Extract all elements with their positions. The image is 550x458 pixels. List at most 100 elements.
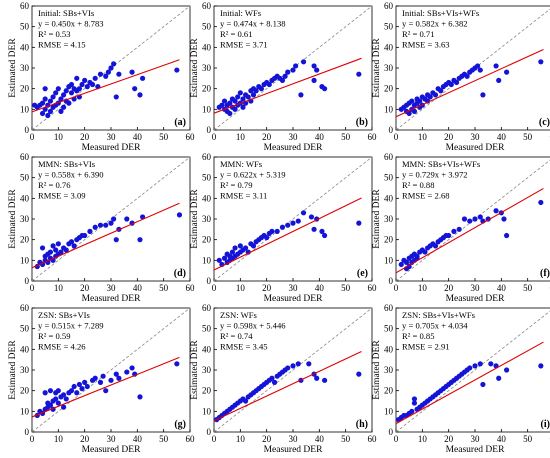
data-point bbox=[464, 73, 470, 79]
y-tick-label: 10 bbox=[20, 255, 30, 265]
panel-title: Initial: WFs bbox=[220, 8, 262, 18]
x-tick-label: 20 bbox=[444, 283, 454, 293]
data-point bbox=[290, 220, 296, 226]
y-tick-label: 40 bbox=[384, 193, 394, 203]
regression-line bbox=[213, 351, 362, 422]
data-point bbox=[50, 243, 56, 249]
y-tick-label: 10 bbox=[202, 255, 212, 265]
y-tick-label: 0 bbox=[389, 276, 394, 286]
x-tick-label: 20 bbox=[444, 132, 454, 142]
one-to-one-line bbox=[395, 310, 550, 433]
data-point bbox=[79, 81, 85, 88]
panel-tag: (e) bbox=[357, 268, 368, 279]
data-point bbox=[285, 69, 291, 75]
data-point bbox=[411, 108, 418, 114]
y-tick-label: 60 bbox=[384, 1, 394, 11]
data-point bbox=[55, 400, 61, 406]
rmse-label: RMSE = 3.09 bbox=[38, 191, 86, 201]
y-tick-label: 0 bbox=[389, 427, 394, 437]
x-axis-title: Measured DER bbox=[446, 445, 505, 455]
data-point bbox=[111, 61, 117, 67]
x-tick-label: 20 bbox=[262, 132, 272, 142]
y-tick-label: 0 bbox=[25, 125, 30, 135]
one-to-one-line bbox=[213, 156, 373, 282]
data-point bbox=[250, 243, 257, 249]
data-point bbox=[68, 90, 75, 96]
data-point bbox=[71, 383, 77, 390]
data-point bbox=[63, 396, 69, 402]
regression-line bbox=[395, 48, 544, 118]
x-tick-label: 10 bbox=[54, 434, 64, 444]
x-tick-label: 10 bbox=[54, 132, 64, 142]
rmse-label: RMSE = 3.71 bbox=[220, 40, 268, 50]
x-tick-label: 50 bbox=[523, 132, 533, 142]
data-point bbox=[293, 63, 299, 69]
data-point bbox=[403, 259, 410, 265]
data-point bbox=[42, 96, 48, 102]
panel-tag: (g) bbox=[174, 419, 186, 430]
data-point bbox=[472, 363, 478, 369]
data-point bbox=[477, 214, 483, 220]
panel-a: 0 10 20 30 40 50 60 0 10 20 30 40 50 60 Measured DER Es… bbox=[8, 1, 195, 153]
y-tick-label: 30 bbox=[384, 365, 394, 375]
x-tick-label: 60 bbox=[186, 132, 196, 142]
y-tick-label: 0 bbox=[25, 276, 30, 286]
data-point bbox=[58, 108, 64, 114]
equation-label: y = 0.622x + 5.319 bbox=[220, 170, 286, 180]
r2-label: R² = 0.76 bbox=[38, 180, 71, 190]
data-point bbox=[438, 88, 444, 94]
x-tick-label: 50 bbox=[159, 434, 169, 444]
data-point bbox=[456, 226, 462, 232]
data-point bbox=[264, 235, 270, 241]
data-point bbox=[308, 214, 315, 220]
y-tick-label: 60 bbox=[202, 152, 212, 162]
data-point bbox=[174, 361, 180, 367]
data-point bbox=[356, 71, 362, 77]
x-tick-label: 20 bbox=[80, 283, 90, 293]
data-point bbox=[92, 75, 98, 81]
r2-label: R² = 0.53 bbox=[38, 29, 71, 39]
data-point bbox=[53, 90, 59, 96]
data-point bbox=[92, 224, 98, 230]
data-point bbox=[477, 361, 483, 367]
x-tick-label: 20 bbox=[262, 434, 272, 444]
data-point bbox=[488, 361, 494, 367]
data-point bbox=[501, 216, 507, 222]
x-tick-label: 30 bbox=[289, 434, 299, 444]
panel-tag: (h) bbox=[356, 419, 368, 430]
panel-tag: (a) bbox=[174, 117, 186, 128]
y-tick-label: 40 bbox=[384, 42, 394, 52]
data-point bbox=[76, 86, 82, 92]
data-point bbox=[290, 67, 296, 73]
x-tick-label: 50 bbox=[341, 434, 351, 444]
panel-title: MMN: SBs+VIs+WFs bbox=[402, 159, 481, 169]
x-tick-label: 60 bbox=[368, 283, 378, 293]
r2-label: R² = 0.59 bbox=[38, 331, 71, 341]
data-point bbox=[53, 396, 59, 402]
x-tick-label: 30 bbox=[107, 132, 117, 142]
data-point bbox=[97, 71, 104, 77]
rmse-label: RMSE = 3.11 bbox=[220, 191, 267, 201]
data-point bbox=[229, 249, 236, 255]
rmse-label: RMSE = 4.26 bbox=[38, 342, 86, 352]
data-point bbox=[266, 81, 272, 88]
y-tick-label: 50 bbox=[202, 22, 212, 32]
data-point bbox=[427, 94, 433, 100]
data-point bbox=[53, 247, 59, 253]
y-tick-label: 40 bbox=[202, 193, 212, 203]
data-point bbox=[406, 263, 412, 270]
x-tick-label: 50 bbox=[523, 283, 533, 293]
data-point bbox=[129, 365, 135, 371]
panel-title: ZSN: SBs+VIs bbox=[38, 310, 91, 320]
data-point bbox=[240, 104, 246, 110]
y-axis-title: Estimated DER bbox=[372, 189, 382, 249]
y-tick-label: 0 bbox=[207, 427, 212, 437]
data-point bbox=[124, 216, 130, 222]
panel-g: 0 10 20 30 40 50 60 0 10 20 30 40 50 60 Measured DER Es… bbox=[8, 303, 195, 455]
y-tick-label: 50 bbox=[202, 173, 212, 183]
data-point bbox=[84, 84, 90, 90]
panel-tag: (f) bbox=[540, 268, 550, 279]
y-tick-label: 50 bbox=[384, 22, 394, 32]
data-point bbox=[504, 232, 510, 239]
y-tick-label: 50 bbox=[20, 324, 30, 334]
